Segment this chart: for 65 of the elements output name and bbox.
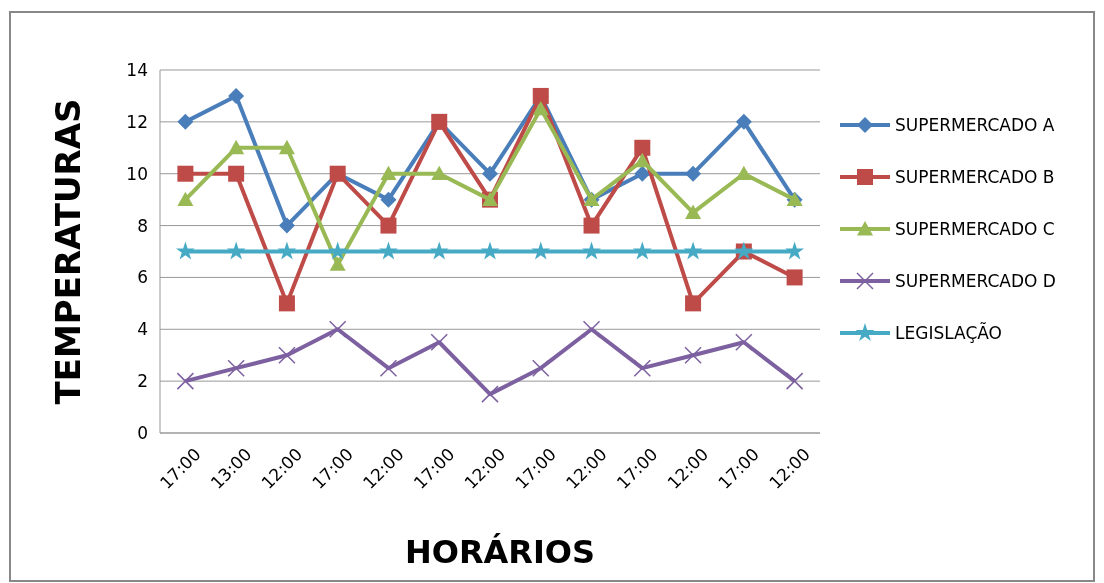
point: [735, 113, 752, 130]
point: [785, 241, 805, 260]
point: [531, 241, 551, 260]
legend-label: SUPERMERCADO D: [895, 270, 1056, 291]
point: [278, 217, 295, 234]
y-tick-label: 8: [137, 215, 148, 236]
point: [735, 165, 752, 181]
point: [429, 241, 449, 260]
point: [380, 165, 397, 181]
y-tick-label: 4: [137, 319, 148, 340]
point: [228, 165, 245, 182]
point: [683, 241, 703, 260]
point: [380, 217, 397, 234]
point: [228, 139, 245, 155]
point: [177, 113, 194, 130]
y-axis-title: TEMPERATURAS: [48, 98, 88, 405]
point: [278, 295, 295, 312]
y-tick-label: 12: [126, 111, 148, 132]
point: [431, 165, 448, 181]
point: [228, 87, 245, 104]
y-tick-label: 0: [137, 422, 148, 443]
point: [632, 241, 652, 260]
point: [430, 333, 448, 351]
point: [685, 295, 702, 312]
point: [786, 269, 803, 286]
point: [685, 204, 702, 220]
point: [379, 241, 398, 260]
y-tick-label: 14: [126, 59, 148, 80]
point: [177, 165, 194, 182]
point: [227, 359, 245, 377]
point: [278, 139, 295, 155]
point: [634, 165, 651, 182]
point: [785, 372, 804, 390]
point: [226, 241, 246, 260]
point: [482, 165, 498, 182]
point: [583, 217, 600, 234]
y-tick-label: 2: [137, 371, 148, 392]
legend-label: SUPERMERCADO B: [895, 166, 1055, 187]
point: [329, 256, 346, 271]
point: [633, 359, 652, 377]
point: [481, 385, 499, 403]
point: [277, 241, 297, 260]
point: [328, 241, 348, 260]
point: [177, 191, 194, 207]
point: [328, 320, 347, 339]
point: [685, 165, 702, 182]
point: [735, 333, 753, 351]
point: [379, 359, 398, 377]
legend-label: SUPERMERCADO A: [895, 114, 1055, 135]
legend-label: SUPERMERCADO C: [895, 218, 1055, 239]
point: [480, 241, 500, 260]
point: [175, 241, 195, 260]
point: [684, 346, 702, 364]
legend-label: LEGISLAÇÃO: [895, 321, 1002, 343]
point: [380, 191, 397, 208]
point: [582, 241, 601, 260]
point: [532, 359, 550, 377]
point: [532, 100, 549, 116]
x-axis-title: HORÁRIOS: [404, 533, 596, 571]
y-tick-label: 6: [137, 267, 148, 288]
point: [176, 372, 195, 390]
point: [634, 152, 651, 168]
point: [634, 139, 651, 156]
point: [278, 346, 296, 364]
y-tick-label: 10: [126, 163, 148, 184]
